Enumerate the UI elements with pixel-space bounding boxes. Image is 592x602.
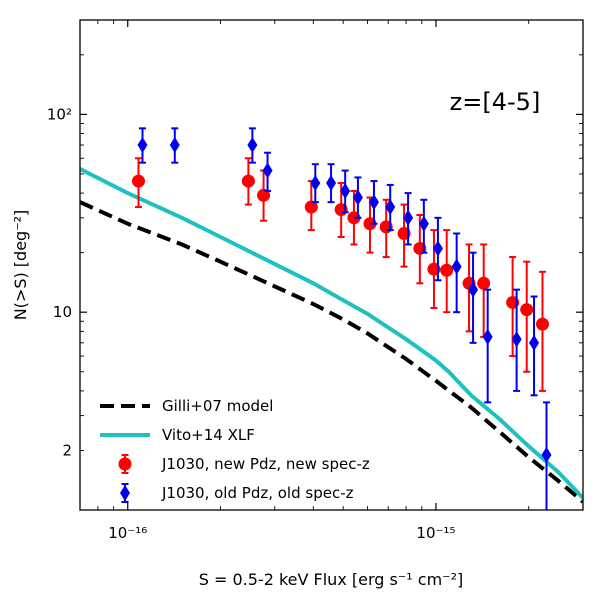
data-point-diamond: [169, 137, 180, 154]
data-point-diamond: [451, 258, 462, 275]
data-point-diamond: [541, 446, 552, 463]
data-point-diamond: [352, 189, 363, 206]
legend-label: J1030, old Pdz, old spec-z: [161, 484, 354, 502]
legend: Gilli+07 model Vito+14 XLF J1030, new Pdz,…: [100, 397, 370, 503]
series-line-1: [80, 167, 583, 500]
y-tick-label: 10²: [47, 105, 72, 123]
data-point-diamond: [262, 162, 273, 179]
data-point-circle: [535, 317, 549, 331]
data-point-diamond: [482, 328, 493, 345]
data-point-diamond: [368, 194, 379, 211]
data-point-circle: [304, 200, 318, 214]
data-point-circle: [257, 188, 271, 202]
series-line-0: [80, 200, 583, 504]
data-point-diamond: [468, 281, 479, 298]
x-tick-label: 10⁻¹⁶: [108, 524, 147, 542]
x-tick-label: 10⁻¹⁵: [416, 524, 455, 542]
x-axis-label: S = 0.5-2 keV Flux [erg s⁻¹ cm⁻²]: [199, 570, 464, 589]
data-point-diamond: [529, 334, 540, 351]
data-point-diamond: [247, 137, 258, 154]
legend-label: Vito+14 XLF: [162, 426, 255, 444]
legend-swatch-diamond: [120, 485, 130, 501]
data-point-diamond: [418, 215, 429, 232]
data-point-circle: [440, 263, 454, 277]
data-point-circle: [241, 174, 255, 188]
legend-label: J1030, new Pdz, new spec-z: [161, 455, 370, 473]
data-point-circle: [131, 174, 145, 188]
data-point-diamond: [403, 209, 414, 226]
plot-frame: [79, 19, 584, 511]
y-tick-label: 2: [62, 441, 72, 459]
data-points: [131, 127, 552, 510]
data-point-diamond: [310, 174, 321, 191]
data-point-diamond: [326, 174, 337, 191]
data-point-diamond: [340, 182, 351, 199]
data-point-diamond: [432, 240, 443, 257]
data-point-circle: [520, 303, 534, 317]
data-point-diamond: [385, 199, 396, 216]
axis-ticks: 10⁻¹⁶ 10⁻¹⁵ 2 10 10²: [47, 19, 583, 542]
legend-swatch-circle: [118, 457, 132, 471]
data-point-diamond: [511, 331, 522, 348]
y-axis-label: N(>S) [deg⁻²]: [11, 210, 30, 321]
model-curves: [80, 167, 583, 504]
legend-label: Gilli+07 model: [162, 397, 273, 415]
data-point-circle: [477, 276, 491, 290]
y-tick-label: 10: [53, 303, 72, 321]
annotation-label: z=[4-5]: [450, 88, 541, 116]
data-point-diamond: [137, 137, 148, 154]
